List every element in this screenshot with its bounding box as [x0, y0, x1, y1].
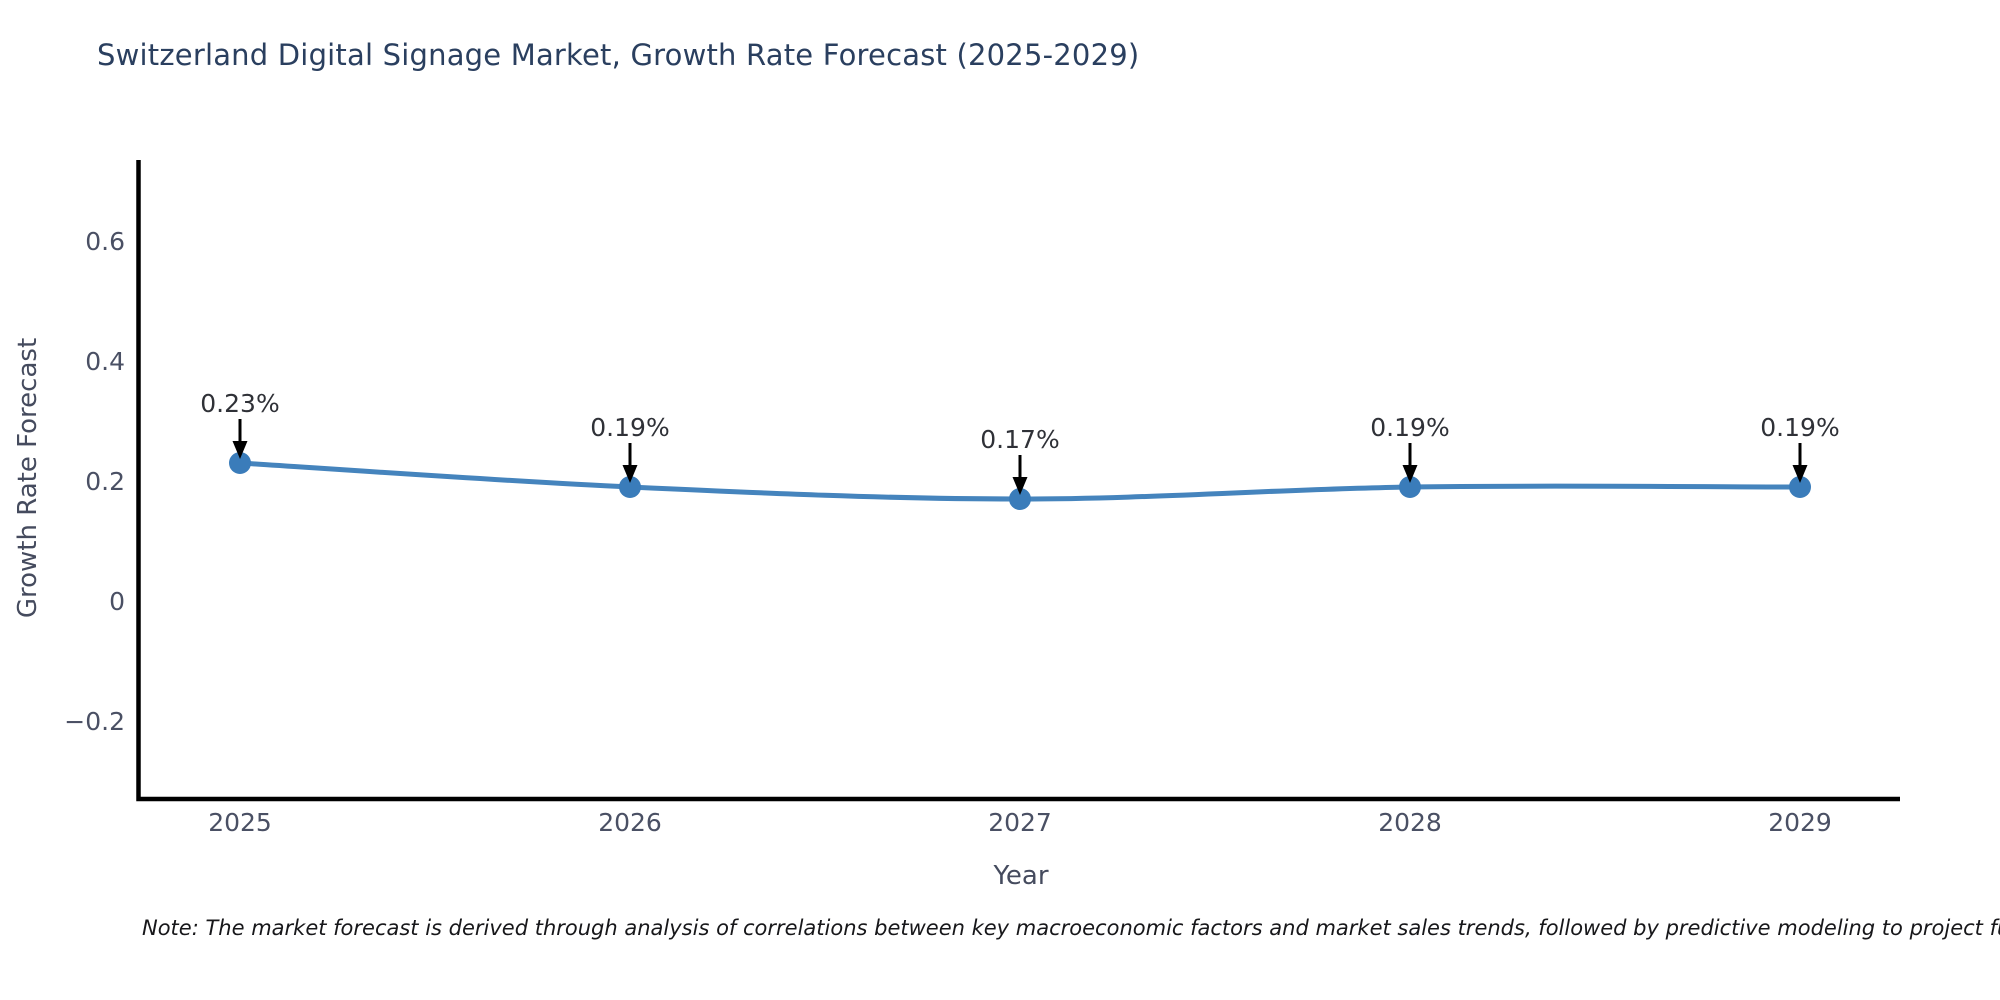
y-tick-label: 0.2: [85, 467, 125, 496]
annotation-arrowhead: [622, 465, 638, 483]
y-tick-label: 0.4: [85, 347, 125, 376]
y-tick-label: −0.2: [64, 707, 125, 736]
data-point-label: 0.23%: [200, 389, 279, 418]
annotation-arrowhead: [232, 441, 248, 459]
data-point-marker: [229, 452, 251, 474]
y-tick-label: 0: [109, 587, 125, 616]
data-point-label: 0.19%: [1370, 413, 1449, 442]
x-tick-label: 2028: [1378, 808, 1442, 837]
data-point-marker: [1399, 476, 1421, 498]
annotation-arrowhead: [1012, 477, 1028, 495]
annotation-arrowhead: [1402, 465, 1418, 483]
axis-spines: [136, 160, 1900, 802]
data-point-label: 0.17%: [980, 425, 1059, 454]
y-tick-label: 0.6: [85, 227, 125, 256]
data-point-marker: [1789, 476, 1811, 498]
data-point-marker: [619, 476, 641, 498]
x-tick-label: 2025: [208, 808, 272, 837]
chart-title: Switzerland Digital Signage Market, Grow…: [97, 38, 1140, 72]
data-point-label: 0.19%: [590, 413, 669, 442]
x-tick-label: 2029: [1768, 808, 1832, 837]
x-axis-title: Year: [993, 861, 1049, 891]
x-tick-label: 2026: [598, 808, 662, 837]
x-tick-label: 2027: [988, 808, 1052, 837]
footnote: Note: The market forecast is derived thr…: [142, 916, 2000, 940]
data-point-marker: [1009, 488, 1031, 510]
data-point-label: 0.19%: [1760, 413, 1839, 442]
annotation-arrowhead: [1792, 465, 1808, 483]
